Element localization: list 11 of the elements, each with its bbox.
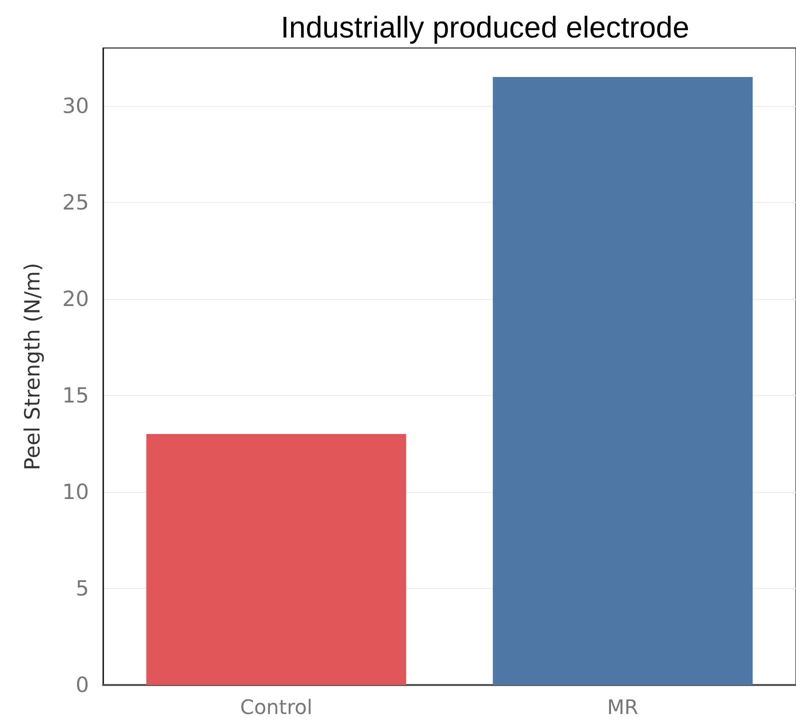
y-axis-title: Peel Strength (N/m) (20, 262, 44, 470)
y-tick-label: 30 (62, 94, 89, 118)
y-tick-label: 0 (76, 673, 89, 697)
x-tick-label: MR (607, 695, 638, 719)
y-tick-label: 15 (62, 383, 89, 408)
y-tick-label: 20 (62, 286, 89, 311)
y-tick-label: 25 (62, 190, 89, 214)
chart-title: Industrially produced electrode (280, 12, 690, 44)
y-tick-label: 5 (76, 576, 89, 600)
y-tick-label: 10 (62, 480, 89, 504)
x-tick-label: Control (240, 695, 312, 719)
